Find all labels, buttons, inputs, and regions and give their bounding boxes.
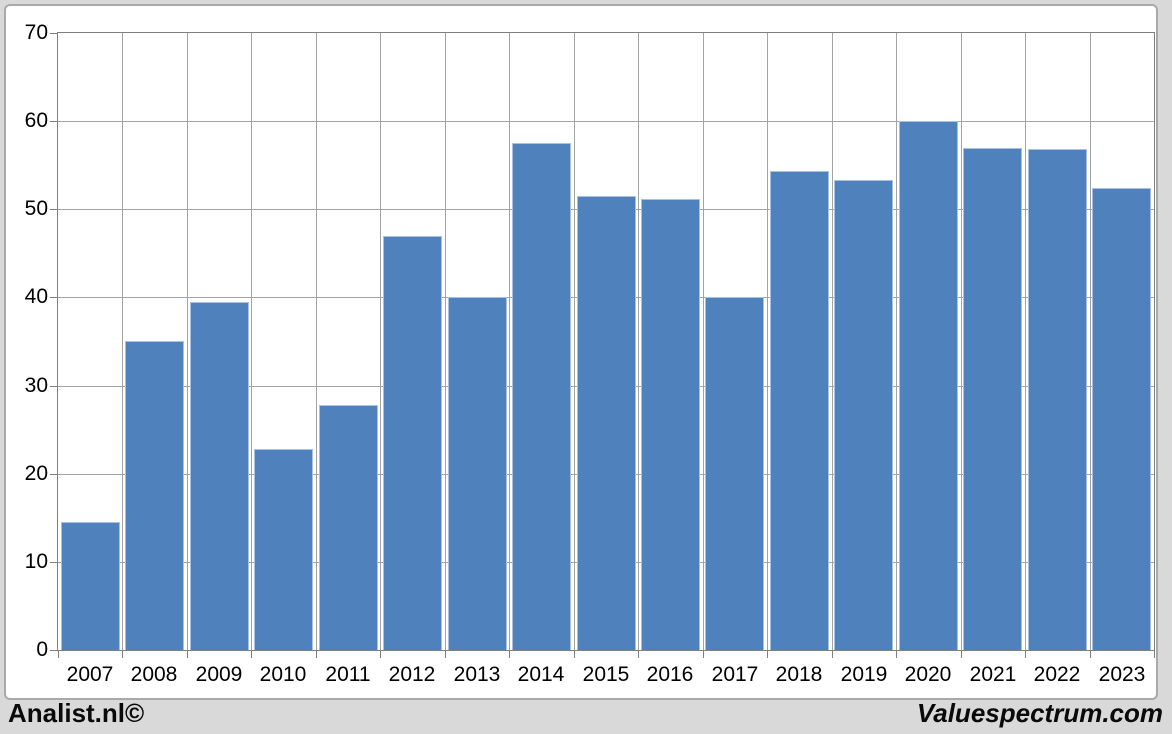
y-axis-label: 60: [24, 109, 48, 132]
y-axis-tick: [50, 386, 57, 387]
bar-2010: [254, 449, 313, 650]
gridline-vertical: [961, 33, 962, 650]
y-axis-label: 30: [24, 374, 48, 397]
x-axis-tick: [574, 651, 575, 658]
x-axis-label: 2007: [66, 663, 114, 686]
x-axis-tick: [1025, 651, 1026, 658]
y-axis-label: 50: [24, 197, 48, 220]
gridline-vertical: [574, 33, 575, 650]
y-axis-tick: [50, 297, 57, 298]
gridline-vertical: [380, 33, 381, 650]
x-axis-label: 2016: [646, 663, 694, 686]
x-axis-label: 2010: [259, 663, 307, 686]
x-axis-tick: [638, 651, 639, 658]
y-axis-label: 70: [24, 21, 48, 44]
gridline-vertical: [445, 33, 446, 650]
x-axis-tick: [316, 651, 317, 658]
bar-2022: [1028, 149, 1087, 650]
x-axis-label: 2014: [517, 663, 565, 686]
gridline-horizontal: [58, 121, 1154, 122]
x-axis-tick: [961, 651, 962, 658]
x-axis-tick: [58, 651, 59, 658]
gridline-vertical: [122, 33, 123, 650]
gridline-vertical: [316, 33, 317, 650]
x-axis-label: 2017: [711, 663, 759, 686]
y-axis-tick: [50, 650, 57, 651]
bar-2019: [834, 180, 893, 650]
bar-2016: [641, 199, 700, 650]
x-axis-tick: [896, 651, 897, 658]
x-axis-tick: [251, 651, 252, 658]
y-axis-label: 40: [24, 285, 48, 308]
x-axis-tick: [445, 651, 446, 658]
x-axis-label: 2019: [840, 663, 888, 686]
bar-2007: [61, 522, 120, 650]
x-axis-tick: [122, 651, 123, 658]
bar-2014: [512, 143, 571, 650]
bar-2009: [190, 302, 249, 650]
x-axis-label: 2023: [1098, 663, 1146, 686]
x-axis-label: 2011: [325, 663, 371, 686]
y-axis-label: 20: [24, 462, 48, 485]
y-axis-tick: [50, 562, 57, 563]
x-axis-label: 2012: [388, 663, 436, 686]
x-axis-label: 2020: [904, 663, 952, 686]
x-axis-label: 2021: [969, 663, 1017, 686]
bar-2011: [319, 405, 378, 650]
bar-2008: [125, 341, 184, 650]
bar-2020: [899, 121, 958, 650]
bar-2017: [705, 297, 764, 650]
x-axis-tick: [187, 651, 188, 658]
y-axis-tick: [50, 121, 57, 122]
bar-2023: [1092, 188, 1151, 650]
gridline-vertical: [1090, 33, 1091, 650]
gridline-vertical: [832, 33, 833, 650]
gridline-vertical: [251, 33, 252, 650]
gridline-vertical: [638, 33, 639, 650]
y-axis-tick: [50, 209, 57, 210]
bar-2012: [383, 236, 442, 650]
gridline-vertical: [187, 33, 188, 650]
y-axis-tick: [50, 33, 57, 34]
x-axis-tick: [767, 651, 768, 658]
gridline-vertical: [767, 33, 768, 650]
x-axis-tick: [1090, 651, 1091, 658]
x-axis-label: 2022: [1033, 663, 1081, 686]
y-axis-tick: [50, 474, 57, 475]
bar-2013: [448, 297, 507, 650]
brand-analist: Analist.nl©: [8, 698, 145, 728]
x-axis-tick: [1154, 651, 1155, 658]
y-axis-label: 0: [36, 638, 48, 661]
x-axis-tick: [703, 651, 704, 658]
y-axis-label: 10: [24, 550, 48, 573]
x-axis-tick: [380, 651, 381, 658]
x-axis-tick: [832, 651, 833, 658]
x-axis-label: 2015: [582, 663, 630, 686]
bar-2018: [770, 171, 829, 650]
brand-valuespectrum: Valuespectrum.com: [916, 698, 1163, 728]
bar-2015: [577, 196, 636, 650]
gridline-vertical: [703, 33, 704, 650]
x-axis-tick: [509, 651, 510, 658]
gridline-vertical: [1025, 33, 1026, 650]
x-axis-label: 2008: [130, 663, 178, 686]
gridline-vertical: [509, 33, 510, 650]
x-axis-label: 2013: [453, 663, 501, 686]
x-axis-label: 2018: [775, 663, 823, 686]
bar-2021: [963, 148, 1022, 650]
gridline-vertical: [896, 33, 897, 650]
x-axis-label: 2009: [195, 663, 243, 686]
plot-area: [57, 32, 1155, 651]
